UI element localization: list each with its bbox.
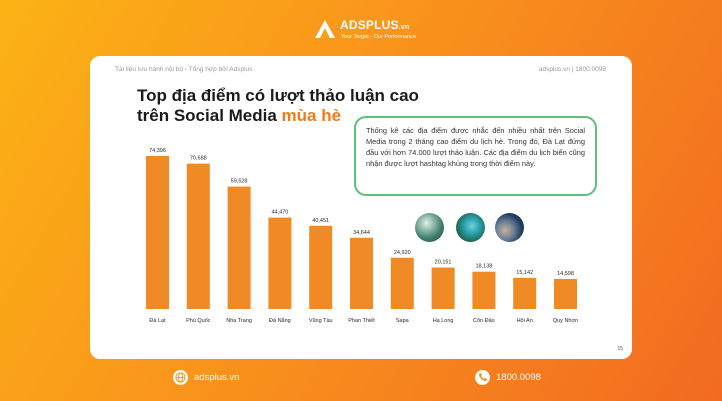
header-contact: adsplus.vn | 1800.0098: [538, 66, 606, 73]
brand-name: ADSPLUS.vn: [340, 18, 410, 32]
footer-phone[interactable]: 1800.0098: [475, 368, 541, 386]
bar-0: [146, 156, 169, 309]
category-label-5: Phan Thiết: [348, 318, 375, 324]
category-label-9: Hội An: [517, 318, 533, 324]
footer-website[interactable]: adsplus.vn: [173, 368, 239, 386]
bar-10: [554, 278, 577, 309]
bar-chart: 74,396 Đà Lạt 70,688 Phú Quốc 59,528 Nha Tran…: [146, 148, 578, 324]
bar-value-label-5: 34,644: [353, 230, 370, 236]
adsplus-logo-icon: [315, 20, 335, 38]
photo-dalat: [415, 213, 444, 242]
category-label-3: Đà Nẵng: [269, 317, 291, 324]
category-label-7: Hạ Long: [433, 318, 454, 324]
bar-3: [268, 217, 292, 309]
brand-tagline: Your Target - Our Performance: [341, 34, 416, 40]
globe-icon: [173, 369, 188, 385]
bar-value-label-4: 40,451: [312, 218, 329, 224]
content-card: Tài liệu lưu hành nội bộ - Tổng hợp bởi …: [90, 56, 632, 359]
bar-value-label-10: 14,598: [557, 271, 574, 277]
header-note: Tài liệu lưu hành nội bộ - Tổng hợp bởi …: [115, 66, 253, 73]
category-label-0: Đà Lạt: [149, 318, 166, 324]
bar-value-label-2: 59,528: [231, 179, 248, 185]
category-label-8: Côn Đảo: [473, 318, 495, 324]
bar-value-label-0: 74,396: [149, 148, 166, 154]
bar-value-label-8: 18,138: [475, 264, 492, 270]
adsplus-logo: ADSPLUS.vn Your Target - Our Performance: [313, 14, 417, 44]
bar-4: [309, 225, 333, 309]
phone-icon: [475, 369, 490, 385]
website-text: adsplus.vn: [194, 371, 240, 383]
bar-5: [350, 237, 373, 309]
bar-9: [513, 277, 537, 309]
category-label-2: Nha Trang: [226, 318, 252, 324]
category-label-4: Vũng Tàu: [309, 318, 333, 324]
bar-value-label-1: 70,688: [190, 156, 207, 162]
photo-beach: [456, 213, 485, 242]
category-label-10: Quy Nhơn: [553, 318, 578, 324]
category-label-6: Sapa: [396, 318, 410, 324]
info-box: Thống kê các địa điểm được nhắc đến nhiề…: [354, 116, 597, 196]
page-title: Top địa điểm có lượt thảo luận cao trên …: [137, 86, 419, 126]
bar-1: [186, 163, 210, 309]
category-label-1: Phú Quốc: [186, 318, 211, 324]
title-line-2: trên Social Media mùa hè: [137, 106, 342, 125]
page-number: 15: [617, 346, 623, 352]
photo-coast: [495, 213, 524, 242]
bar-2: [227, 186, 251, 309]
title-accent: mùa hè: [281, 106, 342, 125]
bar-value-label-3: 44,470: [271, 210, 288, 216]
phone-text: 1800.0098: [496, 371, 541, 383]
bar-8: [472, 271, 496, 309]
title-line-1: Top địa điểm có lượt thảo luận cao: [137, 86, 419, 105]
bar-value-label-7: 20,151: [435, 260, 452, 266]
bar-6: [390, 257, 414, 309]
bar-7: [431, 267, 455, 309]
bar-value-label-9: 15,142: [516, 270, 533, 276]
bar-value-label-6: 24,920: [394, 250, 411, 256]
